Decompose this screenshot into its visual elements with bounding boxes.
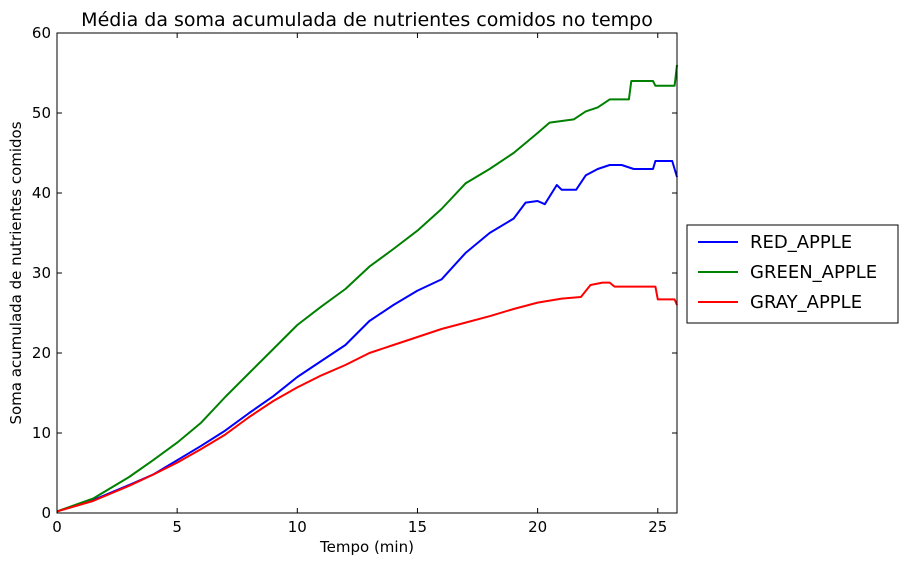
plot-lines <box>56 64 678 513</box>
series-line-red-apple <box>56 160 678 513</box>
y-tick-label: 40 <box>32 184 51 202</box>
y-axis-label: Soma acumulada de nutrientes comidos <box>7 121 25 424</box>
legend-label: GRAY_APPLE <box>750 292 862 313</box>
x-tick-label: 10 <box>288 518 307 536</box>
x-tick-label: 5 <box>172 518 182 536</box>
x-tick-label: 20 <box>528 518 547 536</box>
series-line-gray-apple <box>56 281 678 513</box>
y-tick-label: 10 <box>32 424 51 442</box>
x-axis: 0 5 10 15 20 25 <box>52 33 667 536</box>
y-axis: 0 10 20 30 40 50 60 <box>32 24 677 522</box>
y-tick-label: 50 <box>32 104 51 122</box>
y-tick-label: 60 <box>32 24 51 42</box>
y-tick-label: 30 <box>32 264 51 282</box>
x-axis-label: Tempo (min) <box>319 538 414 556</box>
legend-label: RED_APPLE <box>750 232 852 253</box>
legend-label: GREEN_APPLE <box>750 262 877 283</box>
chart-title: Média da soma acumulada de nutrientes co… <box>81 9 653 31</box>
x-tick-label: 0 <box>52 518 62 536</box>
legend: RED_APPLE GREEN_APPLE GRAY_APPLE <box>686 224 899 324</box>
x-tick-label: 25 <box>648 518 667 536</box>
series-line-green-apple <box>56 64 678 513</box>
y-tick-label: 0 <box>41 504 51 522</box>
plot-frame <box>56 32 678 514</box>
x-tick-label: 15 <box>408 518 427 536</box>
y-tick-label: 20 <box>32 344 51 362</box>
